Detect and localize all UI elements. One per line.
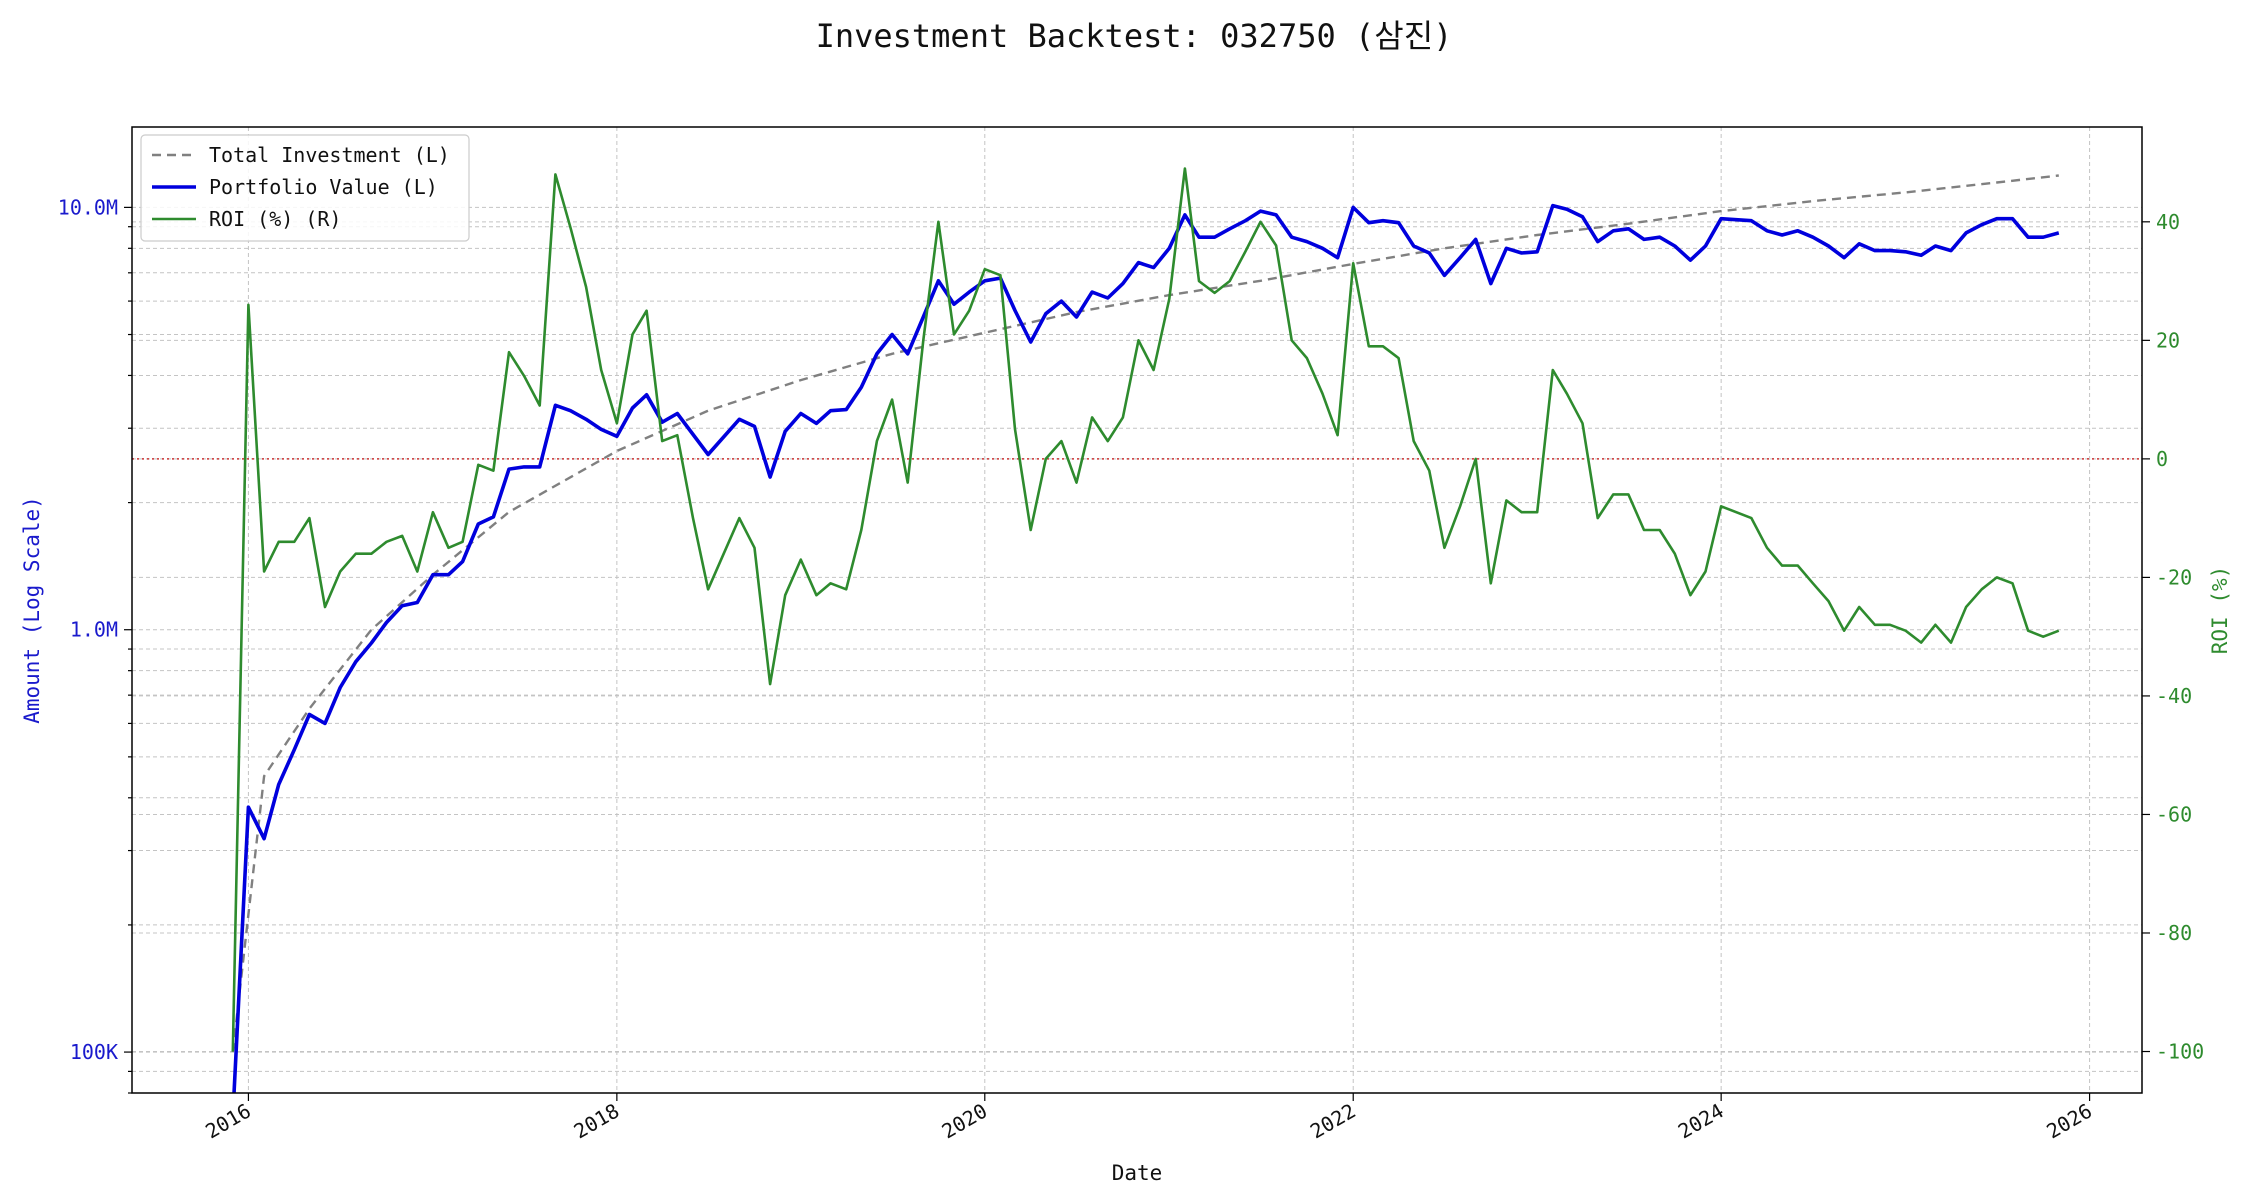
right-axis-label: ROI (%) (2208, 566, 2232, 655)
right-axis: -100 -80 -60 -40 -20 0 20 40 (2142, 210, 2204, 1064)
left-tick-label: 1.0M (70, 618, 118, 642)
legend: Total Investment (L) Portfolio Value (L) R… (140, 134, 470, 242)
right-tick-label: -20 (2156, 565, 2192, 589)
plot-frame (131, 126, 2143, 1094)
legend-label: ROI (%) (R) (209, 207, 341, 231)
right-tick-label: -100 (2156, 1040, 2204, 1064)
left-axis-label: Amount (Log Scale) (20, 496, 44, 724)
right-tick-label: -80 (2156, 921, 2192, 945)
right-tick-label: -40 (2156, 684, 2192, 708)
left-axis: 100K 1.0M 10.0M (58, 195, 132, 1094)
left-tick-label: 100K (70, 1040, 118, 1064)
right-tick-label: 0 (2156, 447, 2168, 471)
legend-label: Total Investment (L) (209, 143, 450, 167)
legend-label: Portfolio Value (L) (209, 175, 438, 199)
roi-line-group (231, 167, 2060, 1052)
right-tick-label: 20 (2156, 328, 2180, 352)
x-axis-label: Date (1112, 1161, 1163, 1185)
legend-box (140, 134, 470, 242)
right-tick-label: -60 (2156, 802, 2192, 826)
series-lines (231, 167, 2060, 1093)
chart-title: Investment Backtest: 032750 (삼진) (816, 17, 1453, 55)
left-tick-label: 10.0M (58, 195, 118, 219)
right-tick-label: 40 (2156, 210, 2180, 234)
